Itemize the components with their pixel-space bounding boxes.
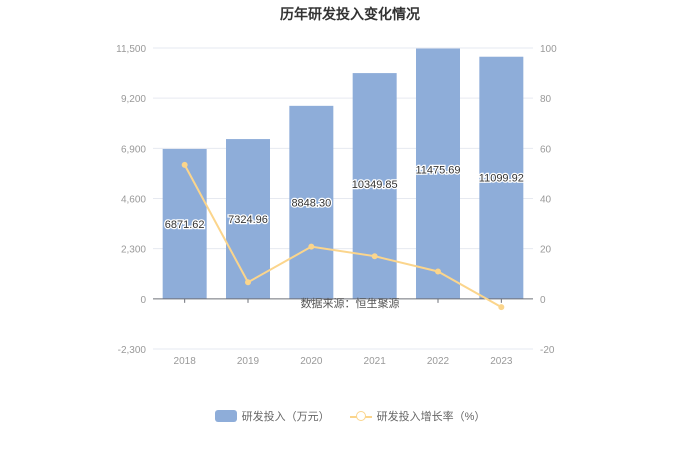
growth-point	[498, 304, 505, 311]
right-tick-label: 20	[540, 245, 552, 256]
growth-line	[183, 164, 502, 308]
x-tick-label: 2018	[174, 356, 197, 367]
legend-line-swatch	[349, 410, 372, 422]
bar-data-label: 8848.30	[291, 197, 331, 209]
right-tick-label: 60	[540, 144, 552, 155]
x-tick-label: 2022	[427, 356, 450, 367]
growth-point	[308, 243, 315, 250]
legend-bar-swatch	[214, 410, 237, 422]
bar	[352, 73, 397, 299]
bar-data-label: 10349.85	[352, 179, 398, 191]
growth-point	[245, 279, 251, 286]
right-tick-label: 100	[540, 44, 557, 55]
x-tick-label: 2021	[364, 356, 387, 367]
right-tick-label: -20	[540, 345, 555, 356]
bar-data-label: 6871.62	[165, 219, 205, 231]
bar-data-label: 11475.69	[415, 165, 460, 177]
left-tick-label: 2,300	[121, 245, 146, 256]
left-tick-label: -2,300	[118, 345, 147, 356]
bar-data-label: 11099.92	[479, 173, 524, 185]
chart-title: 历年研发投入变化情况	[280, 6, 420, 22]
x-tick-label: 2023	[490, 356, 513, 367]
growth-point	[371, 253, 378, 260]
legend-label: 研发投入增长率（%）	[376, 411, 486, 423]
growth-point	[435, 268, 441, 275]
right-tick-label: 40	[540, 195, 552, 206]
legend-item-line[interactable]: 研发投入增长率（%）	[349, 408, 486, 424]
bar-data-label: 7324.96	[228, 214, 268, 226]
bar	[289, 105, 334, 299]
legend: 研发投入（万元） 研发投入增长率（%）	[0, 408, 700, 424]
bar	[479, 56, 524, 299]
x-tick-label: 2019	[237, 356, 260, 367]
left-tick-label: 11,500	[116, 44, 146, 55]
legend-label: 研发投入（万元）	[241, 411, 330, 423]
left-tick-label: 9,200	[121, 94, 146, 105]
right-tick-label: 80	[540, 94, 552, 105]
bar	[226, 139, 270, 299]
growth-point	[181, 161, 188, 168]
source-annotation: 数据来源：恒生聚源	[301, 296, 400, 310]
bar	[416, 48, 460, 299]
right-tick-label: 0	[540, 295, 546, 306]
x-tick-label: 2020	[300, 356, 323, 367]
left-tick-label: 6,900	[121, 144, 146, 155]
left-tick-label: 0	[140, 295, 146, 306]
bar	[162, 148, 207, 299]
left-tick-label: 4,600	[121, 195, 146, 206]
legend-item-bar[interactable]: 研发投入（万元）	[214, 408, 330, 424]
